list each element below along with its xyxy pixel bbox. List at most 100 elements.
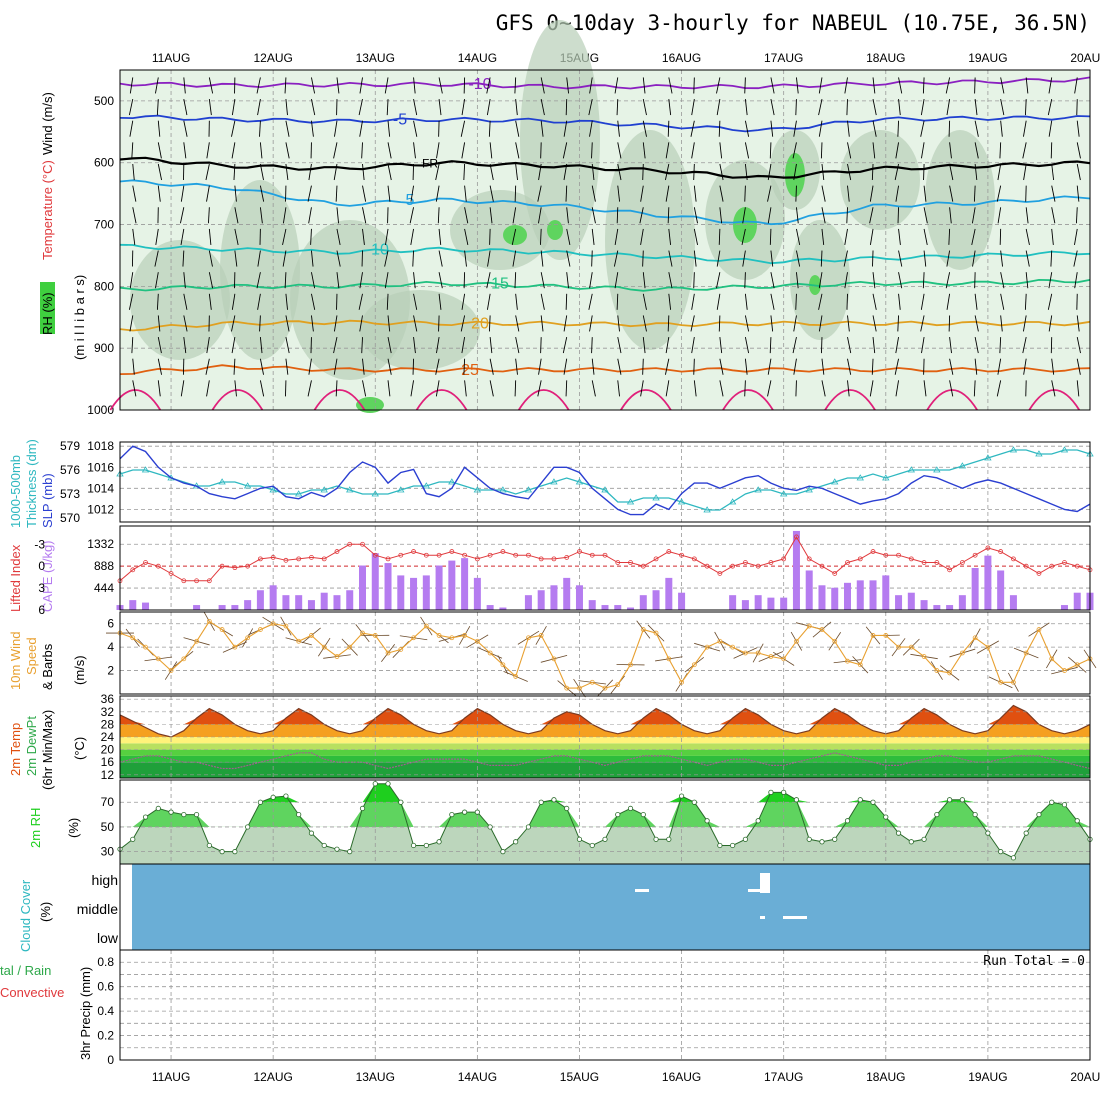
lifted-index-point: [360, 541, 365, 547]
lifted-index-point: [628, 560, 633, 565]
wind-barb: [285, 99, 288, 116]
wind-barb: [565, 185, 568, 202]
lifted-index-point: [742, 560, 748, 565]
wind-barb: [616, 207, 619, 224]
wind-barb: [566, 228, 571, 245]
wind-barb: [920, 315, 925, 332]
wind-barb: [821, 185, 826, 202]
wind-barb: [464, 380, 467, 397]
wind-barb: [898, 250, 903, 267]
wind-barb: [923, 163, 925, 181]
wind-barb: [767, 380, 772, 397]
wind-barb: [461, 99, 466, 116]
wind-barb: [997, 163, 1002, 181]
lifted-index-point: [181, 578, 187, 584]
wind-speed-point: [908, 644, 914, 650]
wind-barb: [972, 250, 976, 267]
wind-barb: [259, 185, 265, 202]
wind-barb: [1000, 99, 1005, 116]
wind-barb: [1025, 272, 1029, 289]
cloud-cover-unit: (%): [38, 902, 53, 922]
wind-speed-point: [857, 662, 863, 668]
wind-barb: [436, 337, 440, 354]
temp-tick-label: 20: [101, 743, 115, 757]
wind-barb: [362, 228, 365, 245]
wind-barb: [566, 77, 570, 94]
wind-barb: [384, 272, 389, 289]
wind-barb: [818, 120, 823, 137]
lifted-index-point: [168, 571, 174, 576]
wind-barb: [540, 99, 545, 116]
lifted-index-point: [551, 556, 557, 562]
rh2m-point: [1049, 799, 1055, 805]
wind-barb: [617, 380, 620, 397]
lifted-index-point: [577, 549, 582, 554]
wind-speed-point: [947, 670, 953, 676]
wind-barb: [996, 380, 1002, 397]
wind-barb: [128, 293, 134, 310]
lifted-tick-label: 6: [38, 603, 45, 617]
lifted-index-point: [513, 552, 519, 558]
wind-barb: [208, 293, 212, 310]
lifted-index-point: [615, 560, 621, 565]
wind-speed-point: [309, 633, 314, 638]
lifted-index-point: [806, 556, 812, 562]
lifted-index-point: [270, 555, 276, 560]
wind-barb: [821, 358, 825, 375]
wind-barb: [413, 337, 416, 354]
wind-barb: [333, 315, 338, 332]
wind-speed-point: [730, 644, 736, 650]
rh2m-point: [793, 797, 800, 803]
wind-barb: [1025, 77, 1029, 94]
precip-label-3: 3hr Precip (mm): [78, 967, 93, 1060]
isotherm-label: 5: [406, 192, 415, 209]
lifted-index-point: [474, 556, 480, 562]
rh2m-point: [1023, 830, 1029, 836]
warm-contour: [620, 389, 672, 411]
wind-barb: [974, 99, 978, 116]
rh-contour-area: [605, 130, 695, 350]
wind-barb: [718, 315, 721, 332]
wind-barb: [489, 337, 493, 354]
wind-barb: [691, 337, 695, 354]
date-tick-label: 19AUG: [968, 51, 1007, 65]
lifted-index-point: [219, 563, 225, 569]
rh2m-point: [730, 842, 736, 849]
wind-barb: [693, 380, 697, 397]
wind-barb: [540, 250, 544, 267]
cape-bar: [780, 597, 788, 610]
cape-bar: [295, 595, 303, 610]
wind-barb: [617, 142, 622, 159]
wind-barb: [1025, 207, 1029, 224]
wind-barb: [540, 315, 544, 332]
wind-barb: [1076, 315, 1080, 332]
rh-high-area: [503, 225, 527, 245]
wind-barb: [387, 120, 391, 137]
wind-barb: [155, 228, 159, 245]
date-tick-label: 15AUG: [560, 1070, 599, 1084]
temp-tick-label: 16: [101, 755, 115, 769]
wind-barb: [642, 120, 647, 137]
wind-barb: [157, 163, 163, 181]
wind-barb: [1048, 120, 1053, 137]
lifted-index-point: [1036, 571, 1042, 576]
wind-barb: [769, 142, 772, 159]
wind-speed-point: [372, 633, 378, 638]
cloud-fill: [132, 864, 1090, 950]
wind-barb: [1051, 358, 1055, 375]
wind-speed-point: [194, 638, 199, 644]
wind-barb: [385, 228, 389, 245]
cape-bar: [307, 600, 315, 610]
wind-barb: [767, 358, 772, 375]
temp-unit-label: (°C): [72, 737, 87, 760]
wind-barb: [413, 120, 418, 137]
temp-band: [120, 762, 1090, 778]
wind-tick-label: 4: [107, 640, 114, 654]
wind-barb: [335, 185, 338, 202]
wind-barb: [895, 185, 899, 202]
isotherm-line: [119, 114, 1091, 133]
rh-contour-area: [925, 130, 995, 270]
rh-area-high: [120, 783, 1090, 803]
thickness-point: [805, 486, 813, 493]
wind-barb: [132, 185, 137, 202]
